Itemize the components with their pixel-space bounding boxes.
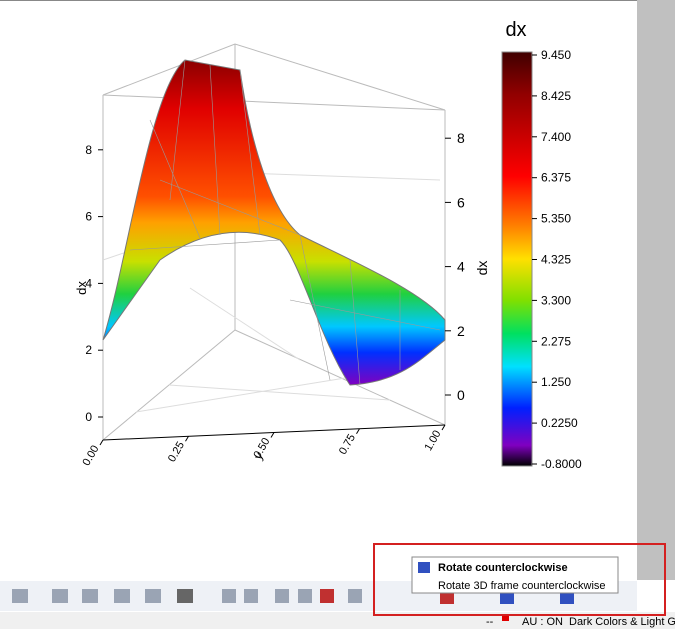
tool-button[interactable] (177, 589, 193, 603)
z-tick-label-left: 4 (85, 276, 92, 290)
flag-icon (502, 615, 509, 621)
tool-button[interactable] (222, 589, 236, 603)
highlight-box (373, 543, 666, 616)
colorbar-tick-label: 7.400 (541, 130, 571, 144)
tool-button[interactable] (244, 589, 258, 603)
colorbar-title: dx (505, 19, 526, 41)
z-tick-label-left: 8 (85, 143, 92, 157)
tooltip-description: Rotate 3D frame counterclockwise (438, 580, 606, 592)
tool-button[interactable] (320, 589, 334, 603)
colorbar-tick-label: -0.8000 (541, 457, 582, 471)
colorbar-tick-label: 8.425 (541, 89, 571, 103)
colorbar-tick-label: 2.275 (541, 334, 571, 348)
z-tick-label-left: 2 (85, 343, 92, 357)
x-tick (356, 428, 360, 435)
tool-button[interactable] (145, 589, 161, 603)
tool-button[interactable] (12, 589, 28, 603)
colorbar-tick-label: 9.450 (541, 48, 571, 62)
surface-mesh (129, 59, 441, 386)
z-tick-label-right: 6 (457, 194, 465, 210)
colorbar-tick-label: 0.2250 (541, 416, 578, 430)
z-tick-label-left: 6 (85, 210, 92, 224)
colorbar-tick-label: 1.250 (541, 375, 571, 389)
tooltip-icon (418, 562, 430, 573)
colorbar-tick-label: 6.375 (541, 171, 571, 185)
z-tick-label-right: 0 (457, 387, 465, 403)
z-axis-label-right: dx (474, 261, 490, 276)
frame-top-front (102, 94, 446, 111)
colorbar-tick-label: 3.300 (541, 293, 571, 307)
x-tick (185, 435, 189, 442)
tool-button[interactable] (348, 589, 362, 603)
tool-button[interactable] (82, 589, 98, 603)
status-item: AU : ON (522, 616, 563, 628)
z-tick-label-right: 8 (457, 130, 465, 146)
colorbar-tick-label: 4.325 (541, 253, 571, 267)
x-tick (441, 424, 446, 431)
colorbar-tick-label: 5.350 (541, 212, 571, 226)
status-item: -- (486, 616, 494, 628)
tool-button[interactable] (114, 589, 130, 603)
colorbar (501, 51, 533, 467)
z-axis-label-left: dx (74, 281, 89, 295)
tool-button[interactable] (298, 589, 312, 603)
scroll-area (637, 0, 675, 580)
surface (102, 59, 446, 386)
grid-lines (102, 169, 441, 413)
tool-button[interactable] (275, 589, 289, 603)
z-tick-label-right: 4 (457, 259, 465, 275)
toolbar-icons (12, 589, 574, 604)
tool-button[interactable] (52, 589, 68, 603)
z-tick-label-right: 2 (457, 323, 465, 339)
tooltip-title: Rotate counterclockwise (438, 562, 568, 574)
tooltip (411, 556, 619, 594)
x-tick (270, 432, 275, 438)
x-tick (99, 439, 104, 446)
frame-floor (102, 329, 446, 441)
z-tick-label-left: 0 (85, 410, 92, 424)
status-item: Dark Colors & Light G (569, 616, 675, 628)
